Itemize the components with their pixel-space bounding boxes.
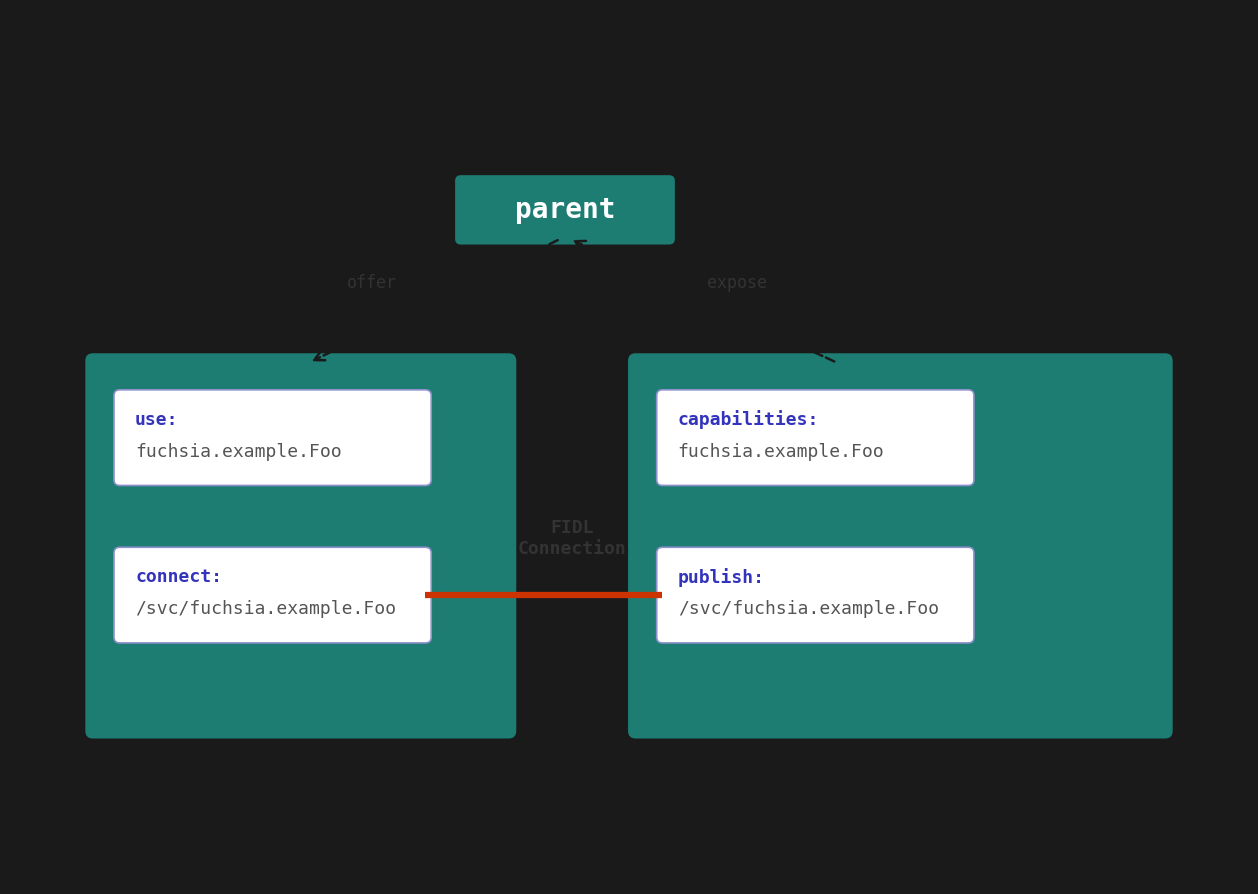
Text: fuchsia.example.Foo: fuchsia.example.Foo — [135, 443, 342, 460]
Text: use:: use: — [135, 411, 179, 429]
Text: client: client — [265, 604, 336, 623]
Text: publish:: publish: — [678, 568, 765, 586]
FancyBboxPatch shape — [628, 353, 1172, 738]
Text: FIDL
Connection: FIDL Connection — [518, 519, 626, 558]
Text: capabilities:: capabilities: — [678, 410, 819, 429]
Text: offer: offer — [347, 274, 398, 292]
FancyBboxPatch shape — [114, 390, 431, 485]
FancyBboxPatch shape — [114, 547, 431, 643]
FancyBboxPatch shape — [86, 353, 516, 738]
Text: /svc/fuchsia.example.Foo: /svc/fuchsia.example.Foo — [678, 600, 938, 618]
Text: provider: provider — [853, 603, 947, 624]
Text: connect:: connect: — [135, 569, 221, 586]
Text: /svc/fuchsia.example.Foo: /svc/fuchsia.example.Foo — [135, 600, 396, 618]
FancyBboxPatch shape — [657, 390, 974, 485]
FancyBboxPatch shape — [455, 175, 674, 245]
Text: fuchsia.example.Foo: fuchsia.example.Foo — [678, 443, 884, 460]
FancyBboxPatch shape — [657, 547, 974, 643]
Text: expose: expose — [707, 274, 767, 292]
Text: parent: parent — [515, 196, 615, 224]
